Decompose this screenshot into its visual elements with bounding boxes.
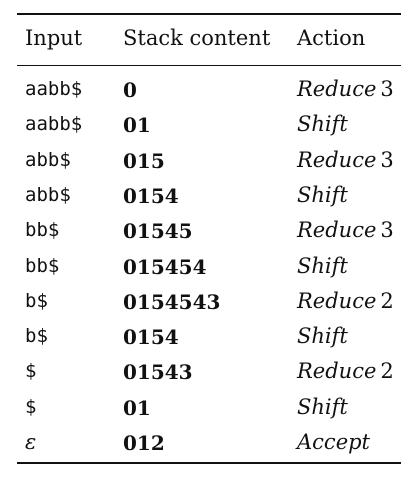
header-stack-content: Stack content	[123, 26, 271, 50]
table-cell-stack: 0154	[123, 325, 179, 350]
action-rule-number: 3	[380, 218, 394, 243]
table-cell-stack: 01	[123, 395, 151, 420]
table-cell-input: bb$	[25, 254, 60, 277]
table-cell-action: Shift	[297, 253, 348, 278]
table-cell-input: b$	[25, 289, 48, 312]
table-cell-input: aabb$	[25, 113, 83, 136]
action-label: Shift	[297, 253, 348, 278]
action-label: Reduce	[297, 147, 377, 172]
table-cell-action: Reduce 3	[297, 220, 394, 241]
action-rule-number: 3	[380, 147, 394, 172]
table-cell-action: Shift	[297, 326, 348, 347]
action-rule-number: 2	[380, 288, 394, 313]
action-rule-number: 3	[380, 77, 394, 101]
table-cell-stack: 0154	[123, 183, 179, 208]
table-cell-stack: 01543	[123, 360, 193, 385]
header-input: Input	[25, 26, 83, 50]
action-label: Reduce	[297, 288, 377, 313]
table-cell-action: Reduce 2	[297, 288, 394, 313]
action-label: Shift	[297, 394, 348, 419]
action-label: Shift	[297, 112, 348, 137]
table-cell-action: Shift	[297, 182, 348, 207]
table-bottom-rule	[17, 462, 401, 464]
action-label: Shift	[297, 182, 348, 207]
table-header-rule	[17, 65, 401, 66]
table-cell-action: Reduce 3	[297, 79, 394, 100]
action-label: Shift	[297, 324, 348, 349]
table-cell-input: ε	[25, 430, 37, 454]
table-cell-action: Shift	[297, 114, 348, 135]
table-cell-input: b$	[25, 325, 48, 348]
table-cell-input: abb$	[25, 148, 71, 171]
action-label: Reduce	[297, 359, 377, 384]
table-cell-stack: 012	[123, 431, 165, 455]
table-cell-action: Reduce 2	[297, 361, 394, 382]
table-cell-stack: 0	[123, 78, 137, 102]
table-cell-input: bb$	[25, 219, 60, 242]
action-label: Accept	[297, 430, 370, 454]
action-rule-number: 2	[380, 359, 394, 384]
action-label: Reduce	[297, 77, 377, 101]
table-cell-stack: 015454	[123, 254, 207, 279]
table-cell-input: $	[25, 360, 37, 383]
table-top-rule	[17, 13, 401, 15]
table-cell-stack: 01545	[123, 219, 193, 244]
table-cell-stack: 0154543	[123, 289, 221, 314]
header-action: Action	[297, 26, 366, 50]
table-cell-input: abb$	[25, 183, 71, 206]
action-label: Reduce	[297, 218, 377, 243]
table-cell-action: Shift	[297, 394, 348, 419]
table-cell-stack: 01	[123, 113, 151, 138]
table-cell-action: Reduce 3	[297, 147, 394, 172]
table-cell-action: Accept	[297, 432, 370, 453]
table-cell-input: aabb$	[25, 78, 83, 100]
table-cell-stack: 015	[123, 148, 165, 173]
table-cell-input: $	[25, 395, 37, 418]
